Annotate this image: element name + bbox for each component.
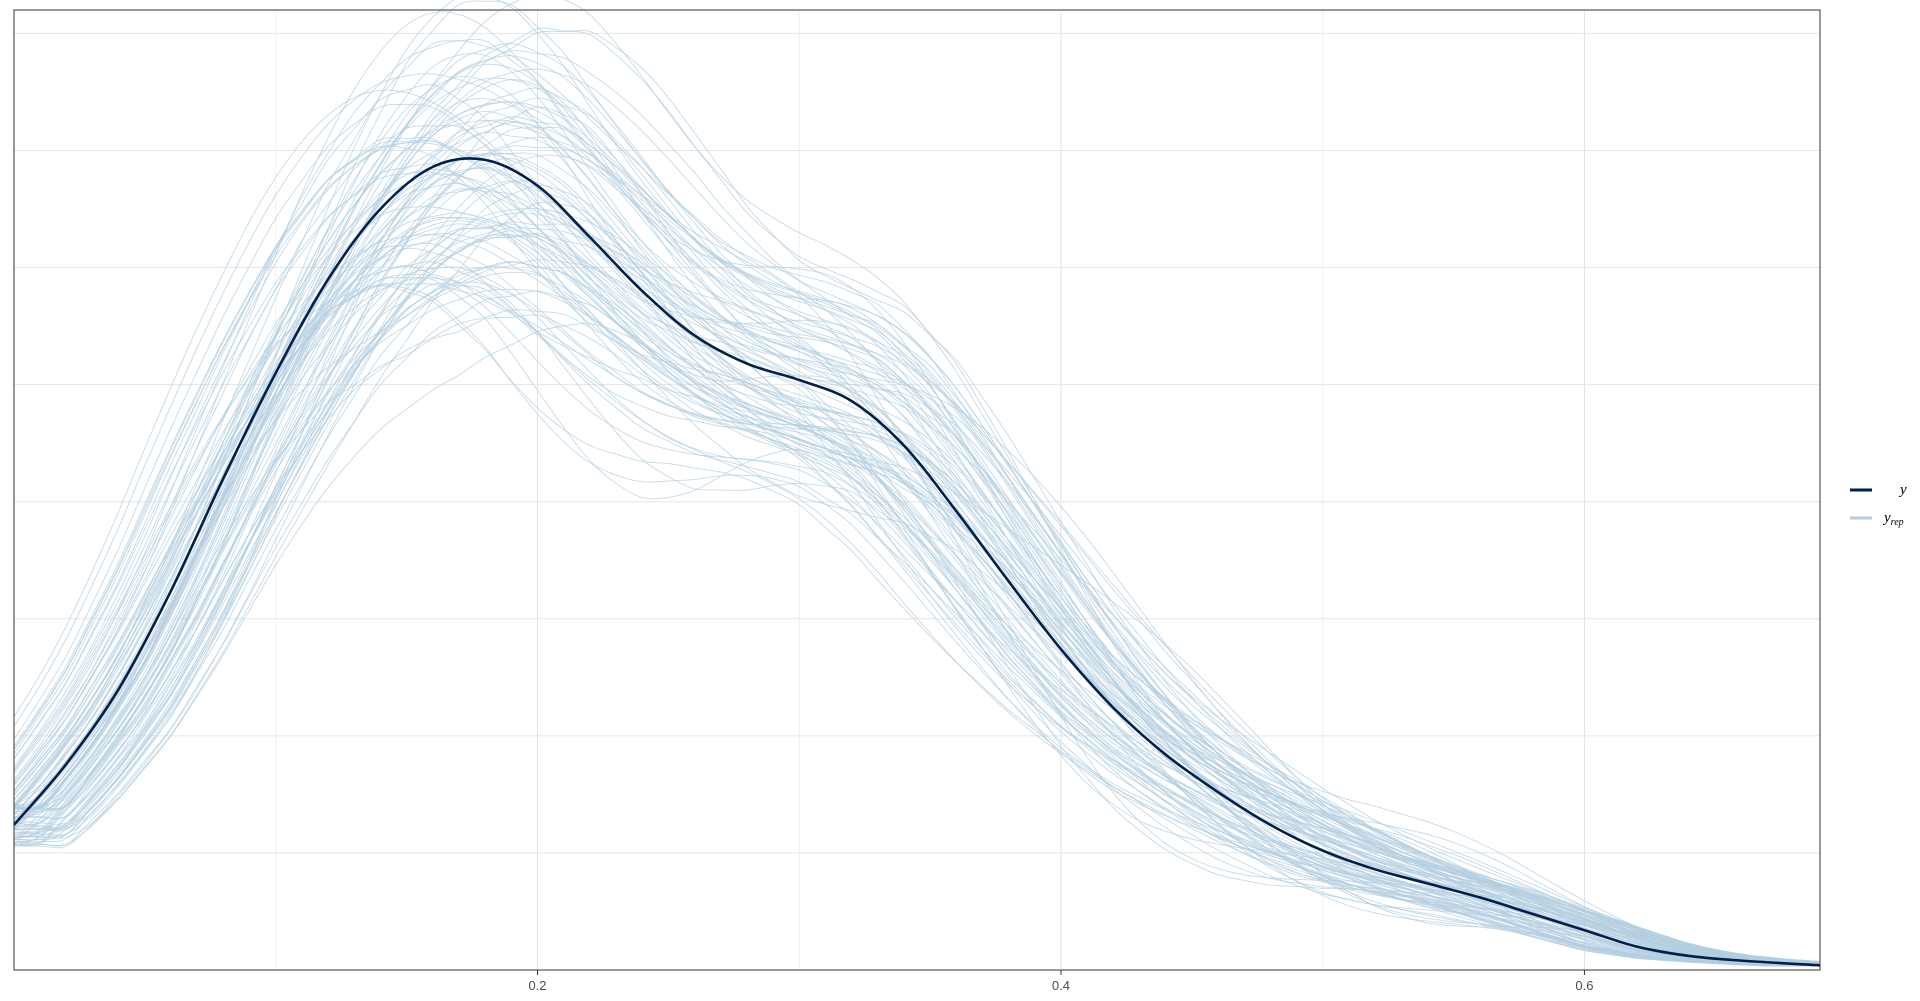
- legend-label-y: y: [1898, 482, 1907, 498]
- replicate-density-line: [13, 314, 1821, 967]
- replicate-density-line: [13, 139, 1820, 966]
- legend-label-yrep-base: y: [1882, 510, 1891, 526]
- panel-border: [13, 9, 1821, 971]
- replicate-density-line: [13, 285, 1821, 967]
- replicate-density-line: [13, 40, 1821, 966]
- replicate-density-line: [13, 221, 1821, 965]
- replicate-density-line: [13, 27, 1821, 962]
- replicate-density-line: [13, 68, 1821, 963]
- replicate-density-line: [13, 131, 1821, 963]
- replicate-density-line: [13, 103, 1820, 966]
- legend-label-yrep-sub: rep: [1891, 517, 1904, 528]
- legend: y yrep: [1850, 482, 1907, 528]
- replicate-density-line: [13, 212, 1821, 967]
- observed-density-line: [13, 157, 1821, 967]
- replicate-density-line: [13, 126, 1821, 964]
- replicate-density-line: [13, 220, 1821, 967]
- replicate-density-line: [13, 188, 1821, 964]
- replicate-density-line: [13, 79, 1821, 965]
- x-tick-label: 0.2: [528, 978, 546, 993]
- replicate-density-line: [13, 119, 1821, 966]
- replicate-density-line: [13, 234, 1820, 967]
- replicate-density-line: [13, 87, 1821, 963]
- replicate-density-line: [13, 50, 1821, 964]
- observed-density-path: [13, 157, 1821, 967]
- x-tick-label: 0.6: [1575, 978, 1593, 993]
- replicate-density-line: [13, 77, 1821, 965]
- replicate-density-line: [14, 201, 1821, 964]
- replicate-density-line: [13, 233, 1821, 964]
- replicate-density-line: [13, 223, 1821, 965]
- replicate-density-line: [13, 0, 1821, 963]
- replicate-density-line: [13, 153, 1821, 963]
- legend-label-yrep: yrep: [1882, 510, 1904, 528]
- replicate-density-line: [13, 171, 1820, 966]
- replicate-density-line: [13, 208, 1821, 963]
- replicate-density-line: [13, 167, 1821, 966]
- replicate-density-lines: [13, 0, 1821, 967]
- replicate-density-line: [13, 52, 1821, 965]
- replicate-density-line: [13, 97, 1821, 963]
- x-tick-label: 0.4: [1052, 978, 1070, 993]
- replicate-density-line: [13, 124, 1821, 966]
- replicate-density-line: [13, 173, 1821, 967]
- x-axis: 0.2 0.4 0.6: [528, 970, 1593, 993]
